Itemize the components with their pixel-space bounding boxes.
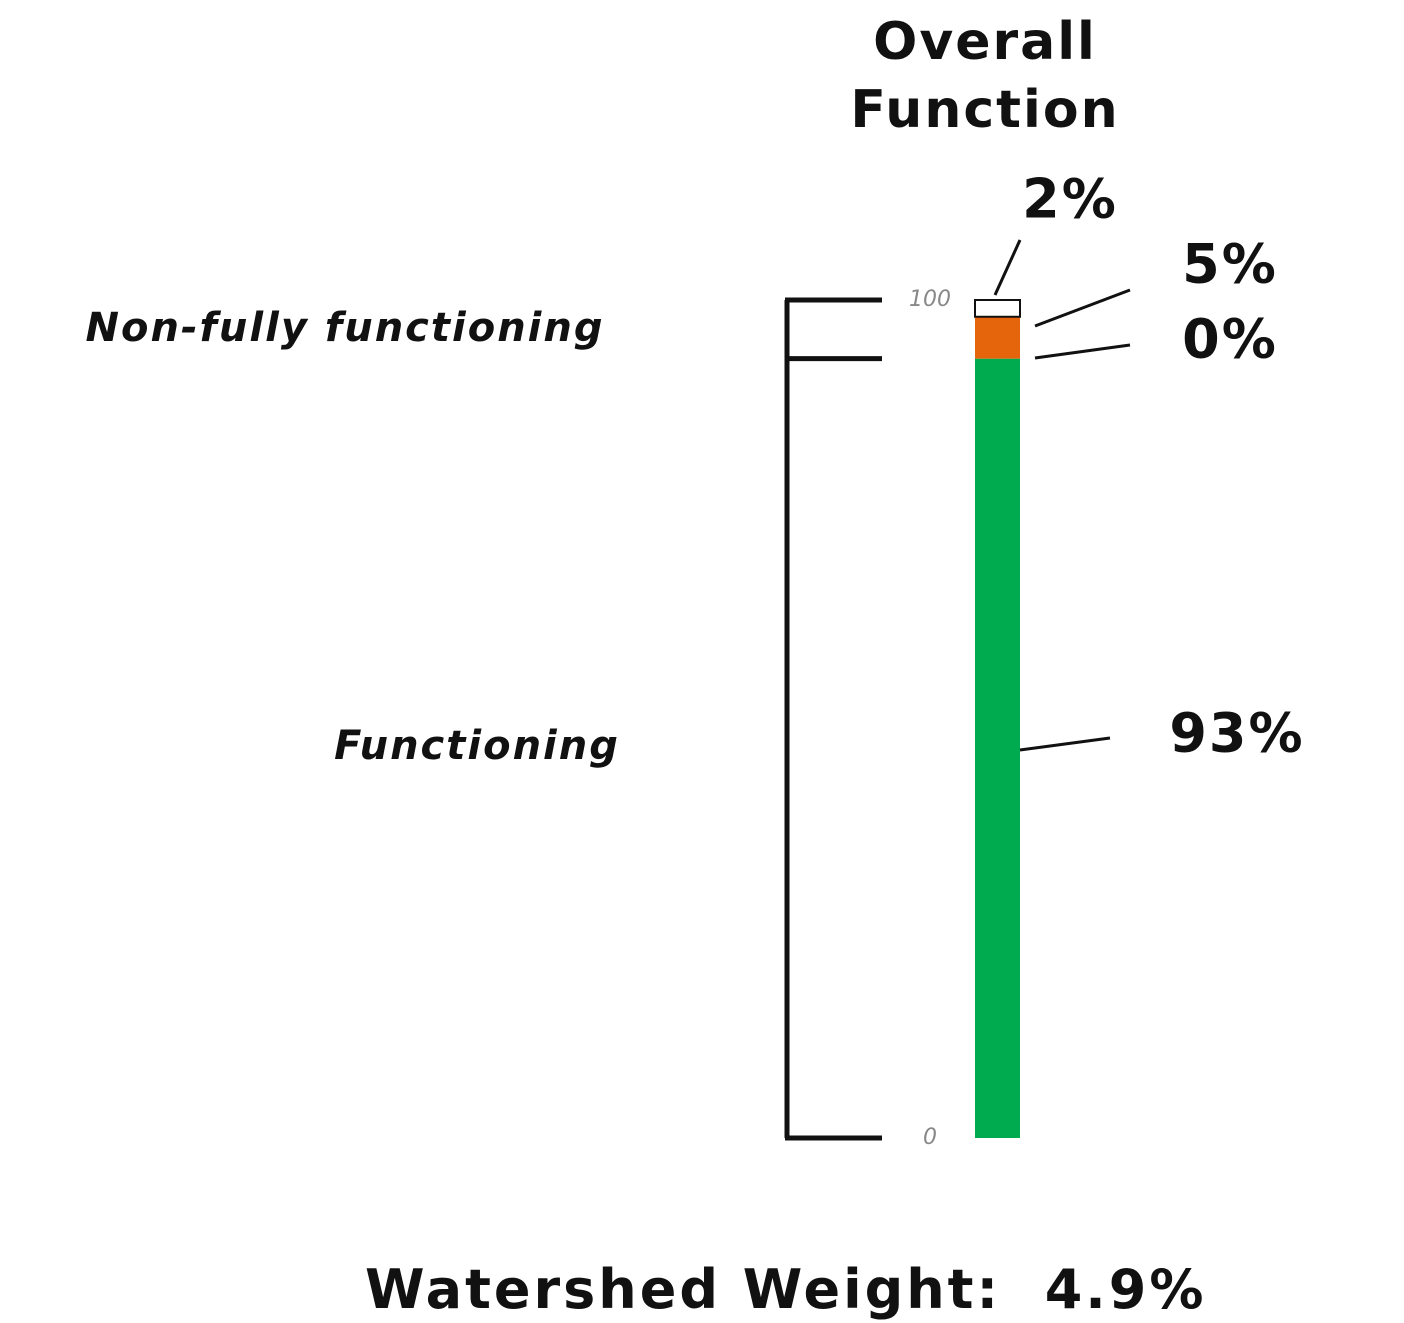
y-tick-label: 0 [923,1125,937,1150]
chart-title: Overall Function [850,12,1120,140]
leader-line [1019,736,1111,752]
value-label: 5% [1182,233,1278,296]
value-label: 93% [1169,702,1304,765]
annotation: Non-fully functioning [85,305,604,351]
bar-segment [975,358,1020,1138]
leader-line [993,239,1022,296]
annotation: Functioning [334,723,620,769]
bar-segment [974,299,1021,318]
bar-segment [975,316,1020,359]
leader-line [1034,288,1131,328]
footer: Watershed Weight: 4.9% [365,1258,1207,1321]
value-label: 0% [1182,308,1278,371]
leader-line [1034,343,1131,360]
value-label: 2% [1022,168,1118,231]
y-tick-label: 100 [909,287,951,312]
